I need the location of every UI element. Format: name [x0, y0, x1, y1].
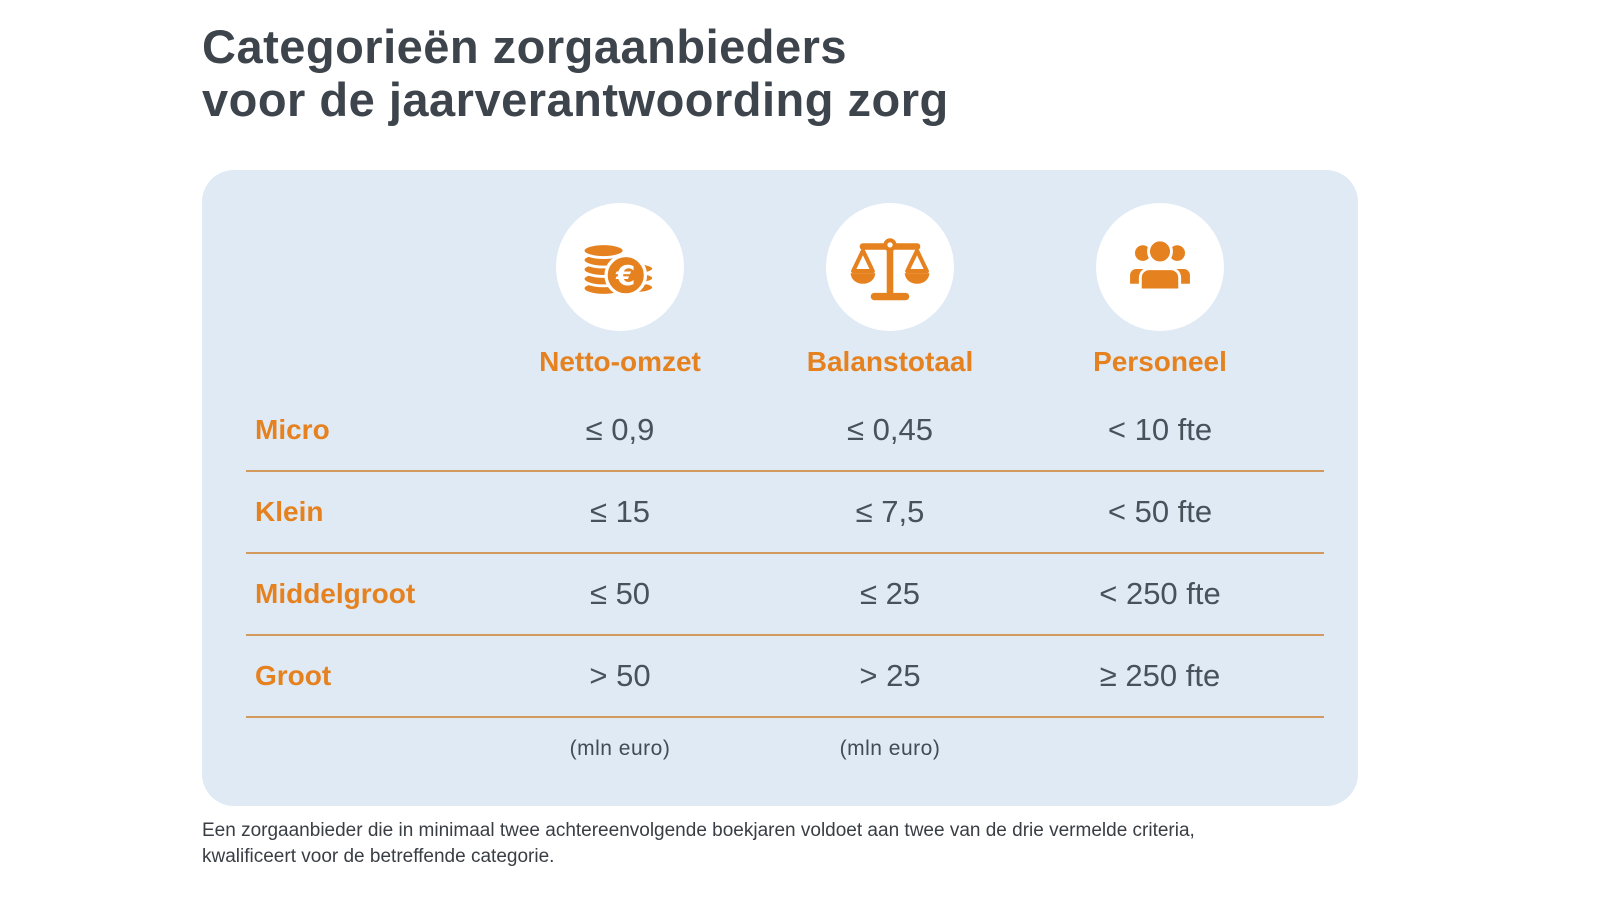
units-row: (mln euro) (mln euro) [246, 718, 1324, 780]
cell-balanstotaal: ≤ 7,5 [855, 494, 925, 529]
cell-personeel: < 250 fte [1099, 576, 1221, 611]
footnote-line1: Een zorgaanbieder die in minimaal twee a… [202, 820, 1195, 841]
column-label-balanstotaal: Balanstotaal [806, 346, 974, 377]
page-title-line2: voor de jaarverantwoording zorg [202, 73, 949, 126]
people-icon [1096, 203, 1224, 331]
table-row-groot: Groot > 50 > 25 ≥ 250 fte [246, 636, 1324, 718]
row-label: Middelgroot [255, 578, 416, 609]
euro-coins-icon: € [556, 203, 684, 331]
cell-personeel: < 10 fte [1107, 412, 1213, 447]
criteria-table: € Netto-omzet [246, 170, 1324, 780]
cell-netto-omzet: ≤ 15 [589, 494, 651, 529]
balance-scale-icon [826, 203, 954, 331]
svg-text:€: € [615, 259, 635, 292]
table-row-middelgroot: Middelgroot ≤ 50 ≤ 25 < 250 fte [246, 554, 1324, 636]
unit-balanstotaal: (mln euro) [839, 737, 941, 760]
column-label-personeel: Personeel [1093, 346, 1227, 377]
column-label-netto-omzet: Netto-omzet [539, 346, 701, 377]
cell-netto-omzet: ≤ 50 [589, 576, 651, 611]
footnote-line2: kwalificeert voor de betreffende categor… [202, 846, 555, 867]
cell-balanstotaal: ≤ 0,45 [847, 412, 933, 447]
header-spacer [246, 203, 485, 378]
page-title-line1: Categorieën zorgaanbieders [202, 20, 848, 73]
column-header-balanstotaal: Balanstotaal [755, 203, 1025, 378]
table-row-klein: Klein ≤ 15 ≤ 7,5 < 50 fte [246, 472, 1324, 554]
table-row-micro: Micro ≤ 0,9 ≤ 0,45 < 10 fte [246, 390, 1324, 472]
table-header-row: € Netto-omzet [246, 170, 1324, 378]
cell-balanstotaal: > 25 [859, 658, 921, 693]
unit-netto-omzet: (mln euro) [569, 737, 671, 760]
criteria-panel: € Netto-omzet [202, 170, 1358, 806]
row-label: Micro [255, 414, 330, 445]
column-header-netto-omzet: € Netto-omzet [485, 203, 755, 378]
table-body: Micro ≤ 0,9 ≤ 0,45 < 10 fte Klein ≤ 15 ≤… [246, 390, 1324, 718]
page-title: Categorieën zorgaanbieders voor de jaarv… [202, 20, 949, 126]
cell-personeel: < 50 fte [1107, 494, 1213, 529]
footnote: Een zorgaanbieder die in minimaal twee a… [202, 818, 1195, 870]
cell-netto-omzet: > 50 [589, 658, 651, 693]
row-label: Groot [255, 660, 332, 691]
row-label: Klein [255, 496, 324, 527]
cell-balanstotaal: ≤ 25 [859, 576, 921, 611]
cell-netto-omzet: ≤ 0,9 [585, 412, 655, 447]
cell-personeel: ≥ 250 fte [1099, 658, 1221, 693]
column-header-personeel: Personeel [1025, 203, 1295, 378]
